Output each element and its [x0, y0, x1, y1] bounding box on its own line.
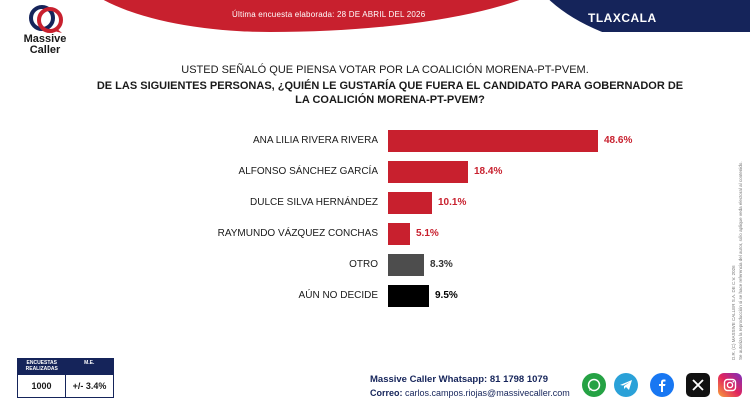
bar — [388, 285, 429, 307]
logo-icon — [29, 5, 63, 33]
region-title: TLAXCALA — [588, 11, 657, 25]
value-label: 48.6% — [604, 135, 633, 146]
stats-margin-error: +/- 3.4% — [72, 381, 107, 391]
value-label: 9.5% — [435, 290, 458, 301]
telegram-icon[interactable] — [614, 373, 638, 397]
copyright-line-1: D.R. (C) MASSIVE CALLER S.A. DE C.V. 202… — [731, 265, 736, 360]
massive-caller-logo: Massive Caller — [18, 4, 78, 60]
logo-line-1: Massive — [23, 33, 67, 45]
instagram-icon[interactable] — [718, 373, 742, 397]
value-label: 5.1% — [416, 228, 439, 239]
category-label: DULCE SILVA HERNÁNDEZ — [250, 197, 378, 208]
stats-head-surveys: ENCUESTAS REALIZADAS — [25, 360, 58, 372]
category-label: AÚN NO DECIDE — [298, 290, 378, 301]
stats-head-margin: M.E. — [84, 360, 95, 366]
category-label: OTRO — [349, 259, 378, 270]
whatsapp-icon[interactable] — [582, 373, 606, 397]
copyright-note: D.R. (C) MASSIVE CALLER S.A. DE C.V. 202… — [718, 60, 743, 360]
logo-wordmark: Massive Caller — [18, 34, 72, 56]
header-band: Última encuesta elaborada: 28 DE ABRIL D… — [0, 0, 750, 32]
contact-email: Correo: carlos.campos.riojas@massivecall… — [370, 388, 570, 398]
question-line-2: DE LAS SIGUIENTES PERSONAS, ¿QUIÉN LE GU… — [96, 80, 684, 106]
copyright-line-2: Se autoriza la reproducción si se hace r… — [738, 161, 743, 360]
bar — [388, 192, 432, 214]
bar — [388, 254, 424, 276]
bar — [388, 130, 598, 152]
value-label: 8.3% — [430, 259, 453, 270]
bar — [388, 161, 468, 183]
logo-line-2: Caller — [29, 44, 61, 56]
facebook-icon[interactable] — [650, 373, 674, 397]
whatsapp-label: Massive Caller Whatsapp: — [370, 374, 488, 385]
category-label: ALFONSO SÁNCHEZ GARCÍA — [238, 166, 378, 177]
survey-date: Última encuesta elaborada: 28 DE ABRIL D… — [232, 10, 426, 19]
value-label: 18.4% — [474, 166, 503, 177]
value-label: 10.1% — [438, 197, 467, 208]
whatsapp-number: 81 1798 1079 — [489, 374, 548, 385]
question-line-1: USTED SEÑALÓ QUE PIENSA VOTAR POR LA COA… — [181, 64, 589, 76]
category-label: RAYMUNDO VÁZQUEZ CONCHAS — [217, 228, 378, 239]
contact-whatsapp: Massive Caller Whatsapp: 81 1798 1079 — [370, 374, 548, 385]
email-address[interactable]: carlos.campos.riojas@massivecaller.com — [405, 388, 570, 398]
category-label: ANA LILIA RIVERA RIVERA — [252, 135, 378, 146]
bar — [388, 223, 410, 245]
stats-survey-count: 1000 — [18, 375, 66, 397]
email-label: Correo: — [370, 388, 403, 398]
survey-stats-box: ENCUESTAS REALIZADAS M.E. 1000 +/- 3.4% — [17, 358, 114, 398]
x-icon[interactable] — [686, 373, 710, 397]
